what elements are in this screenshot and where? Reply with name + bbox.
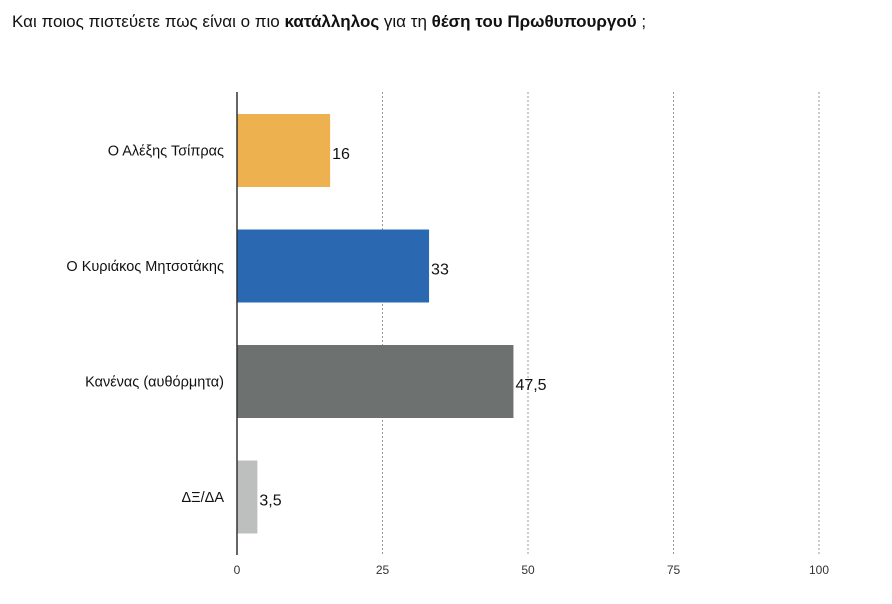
x-tick-label: 75	[667, 563, 681, 577]
x-tick-label: 100	[809, 563, 829, 577]
category-label: ΔΞ/ΔΑ	[182, 490, 225, 506]
value-label: 47,5	[515, 377, 546, 394]
value-labels: 16 33 47,5 3,5	[259, 146, 546, 510]
x-axis-ticks: 0 25 50 75 100	[234, 563, 830, 577]
category-label: Ο Αλέξης Τσίπρας	[108, 144, 224, 160]
x-tick-label: 25	[376, 563, 390, 577]
chart-title: Και ποιος πιστεύετε πως είναι ο πιο κατά…	[12, 12, 646, 32]
bar	[237, 229, 430, 303]
title-part-2: για τη	[379, 12, 432, 31]
gridlines	[382, 92, 820, 555]
bar	[237, 114, 331, 187]
title-bold-1: κατάλληλος	[284, 12, 380, 31]
bar	[237, 345, 514, 418]
category-label: Ο Κυριάκος Μητσοτάκης	[66, 259, 224, 275]
x-tick-label: 50	[521, 563, 535, 577]
value-label: 16	[332, 146, 350, 163]
title-bold-2: θέση του Πρωθυπουργού	[431, 12, 637, 31]
category-label: Κανένας (αυθόρμητα)	[85, 375, 224, 391]
bars	[237, 114, 514, 534]
value-label: 33	[431, 262, 449, 279]
bar	[237, 460, 258, 534]
x-tick-label: 0	[234, 563, 241, 577]
title-part-1: Και ποιος πιστεύετε πως είναι ο πιο	[12, 12, 285, 31]
value-label: 3,5	[259, 493, 281, 510]
category-labels: Ο Αλέξης Τσίπρας Ο Κυριάκος Μητσοτάκης Καν…	[66, 144, 224, 507]
title-part-3: ;	[636, 12, 647, 31]
